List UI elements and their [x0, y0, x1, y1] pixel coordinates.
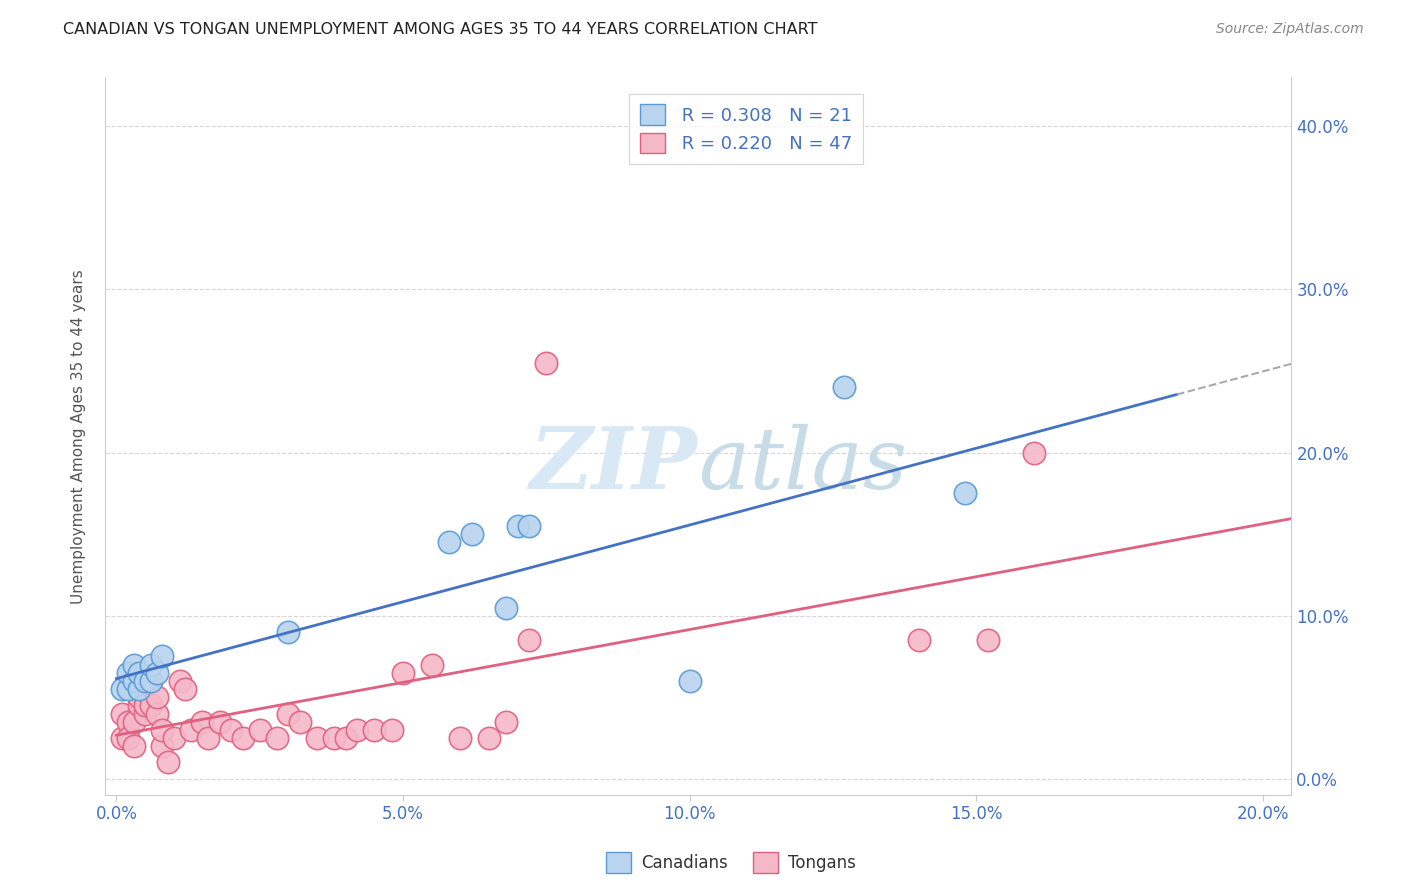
Point [163, 731, 186, 745]
Point [111, 681, 134, 696]
Point [277, 706, 299, 721]
Point [323, 731, 346, 745]
Point [117, 714, 139, 729]
Point [157, 756, 180, 770]
Y-axis label: Unemployment Among Ages 35 to 44 years: Unemployment Among Ages 35 to 44 years [72, 268, 86, 604]
Text: Source: ZipAtlas.com: Source: ZipAtlas.com [1216, 22, 1364, 37]
Point [197, 731, 219, 745]
Point [169, 673, 191, 688]
Point [150, 739, 173, 753]
Point [536, 356, 558, 370]
Point [174, 681, 197, 696]
Point [976, 633, 998, 648]
Point [180, 723, 202, 737]
Legend: Canadians, Tongans: Canadians, Tongans [599, 846, 863, 880]
Point [139, 673, 162, 688]
Point [139, 673, 162, 688]
Point [128, 665, 150, 680]
Point [908, 633, 931, 648]
Point [495, 600, 517, 615]
Point [150, 649, 173, 664]
Point [437, 535, 460, 549]
Point [150, 723, 173, 737]
Point [128, 681, 150, 696]
Point [346, 723, 368, 737]
Point [122, 673, 145, 688]
Point [288, 714, 311, 729]
Point [277, 624, 299, 639]
Point [249, 723, 271, 737]
Point [117, 665, 139, 680]
Point [219, 723, 242, 737]
Point [145, 665, 167, 680]
Point [111, 731, 134, 745]
Point [117, 731, 139, 745]
Point [381, 723, 404, 737]
Point [128, 698, 150, 713]
Point [122, 714, 145, 729]
Point [139, 698, 162, 713]
Point [122, 657, 145, 672]
Point [128, 681, 150, 696]
Point [134, 698, 156, 713]
Point [266, 731, 288, 745]
Point [145, 690, 167, 705]
Point [122, 739, 145, 753]
Text: ZIP: ZIP [530, 423, 699, 507]
Point [834, 380, 856, 394]
Text: CANADIAN VS TONGAN UNEMPLOYMENT AMONG AGES 35 TO 44 YEARS CORRELATION CHART: CANADIAN VS TONGAN UNEMPLOYMENT AMONG AG… [63, 22, 818, 37]
Point [1022, 445, 1045, 459]
Point [208, 714, 231, 729]
Point [134, 673, 156, 688]
Point [478, 731, 501, 745]
Point [392, 665, 415, 680]
Point [191, 714, 214, 729]
Text: atlas: atlas [699, 424, 907, 507]
Point [517, 519, 540, 533]
Point [420, 657, 443, 672]
Point [307, 731, 329, 745]
Point [495, 714, 517, 729]
Point [363, 723, 385, 737]
Point [953, 486, 976, 500]
Point [134, 706, 156, 721]
Point [117, 681, 139, 696]
Point [506, 519, 529, 533]
Point [111, 706, 134, 721]
Point [678, 673, 700, 688]
Legend:  R = 0.308   N = 21,  R = 0.220   N = 47: R = 0.308 N = 21, R = 0.220 N = 47 [628, 94, 863, 164]
Point [517, 633, 540, 648]
Point [449, 731, 471, 745]
Point [139, 657, 162, 672]
Point [335, 731, 357, 745]
Point [232, 731, 254, 745]
Point [128, 690, 150, 705]
Point [145, 706, 167, 721]
Point [461, 527, 484, 541]
